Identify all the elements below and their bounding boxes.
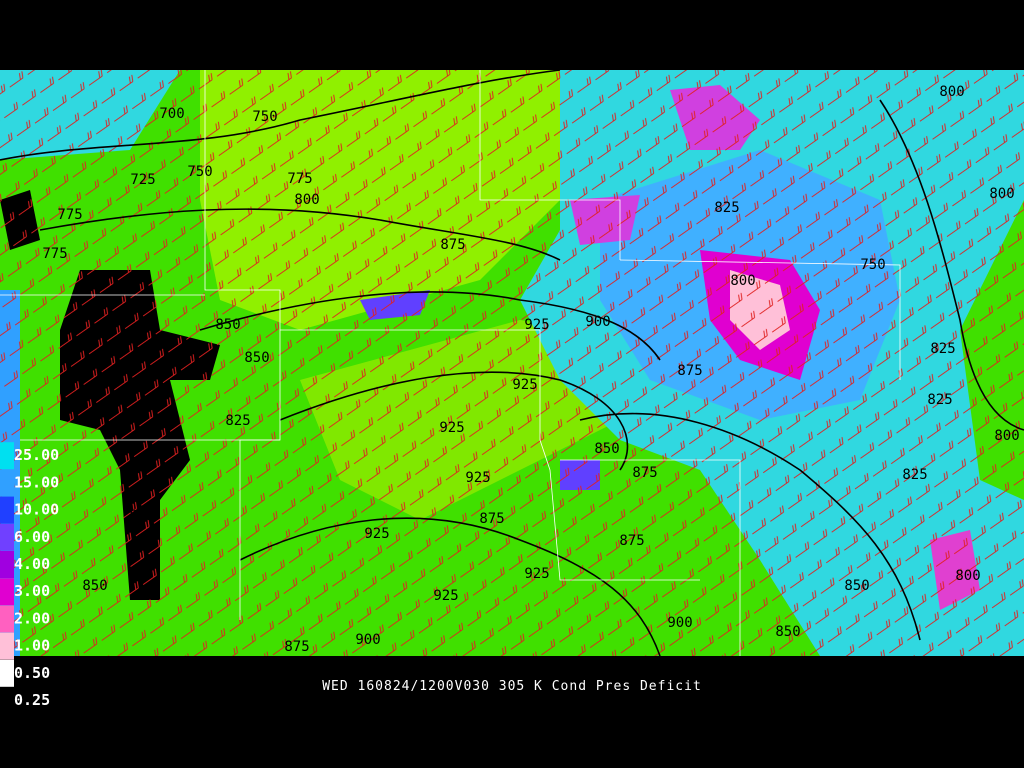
contour-label: 800 bbox=[939, 84, 964, 100]
contour-label: 925 bbox=[439, 420, 464, 436]
contour-label: 925 bbox=[512, 377, 537, 393]
legend-label: 6.00 bbox=[14, 528, 50, 546]
contour-label: 775 bbox=[42, 246, 67, 262]
contour-label: 750 bbox=[860, 257, 885, 273]
contour-label: 700 bbox=[159, 106, 184, 122]
contour-label: 800 bbox=[129, 508, 154, 524]
caption: WED 160824/1200V030 305 K Cond Pres Defi… bbox=[322, 679, 702, 694]
contour-label: 900 bbox=[667, 615, 692, 631]
contour-label: 825 bbox=[902, 467, 927, 483]
contour-label: 850 bbox=[244, 350, 269, 366]
legend-swatch bbox=[0, 632, 14, 660]
legend-swatch bbox=[0, 687, 14, 714]
legend-swatch bbox=[0, 659, 14, 687]
contour-label: 875 bbox=[479, 511, 504, 527]
legend-label: 0.50 bbox=[14, 664, 50, 682]
legend-label: 2.00 bbox=[14, 609, 50, 627]
contour-label: 800 bbox=[294, 192, 319, 208]
legend-label: 15.00 bbox=[14, 473, 59, 491]
legend-swatch bbox=[0, 578, 14, 606]
contour-label: 925 bbox=[364, 526, 389, 542]
contour-label: 850 bbox=[594, 441, 619, 457]
contour-label: 900 bbox=[585, 314, 610, 330]
legend-swatch bbox=[0, 605, 14, 633]
contour-label: 925 bbox=[465, 470, 490, 486]
map-field bbox=[0, 70, 1024, 656]
contour-label: 925 bbox=[524, 566, 549, 582]
contour-label: 800 bbox=[989, 186, 1014, 202]
legend-label: 25.00 bbox=[14, 446, 59, 464]
contour-label: 925 bbox=[433, 588, 458, 604]
contour-labels: 700 750 725 750 775 800 775 775 850 850 875 925 900 9… bbox=[42, 84, 1019, 655]
contour-label: 825 bbox=[930, 341, 955, 357]
contour-label: 800 bbox=[730, 273, 755, 289]
contour-label: 850 bbox=[82, 578, 107, 594]
contour-label: 875 bbox=[677, 363, 702, 379]
contour-label: 775 bbox=[57, 207, 82, 223]
contour-label: 875 bbox=[284, 639, 309, 655]
contour-label: 875 bbox=[632, 465, 657, 481]
legend-label: 4.00 bbox=[14, 555, 50, 573]
legend-label: 0.25 bbox=[14, 691, 50, 709]
legend-swatch bbox=[0, 469, 14, 497]
legend-swatch bbox=[0, 523, 14, 551]
contour-label: 900 bbox=[355, 632, 380, 648]
contour-label: 775 bbox=[287, 171, 312, 187]
legend-swatch bbox=[0, 496, 14, 524]
contour-label: 925 bbox=[524, 317, 549, 333]
legend-swatch bbox=[0, 442, 14, 470]
legend-label: 3.00 bbox=[14, 582, 50, 600]
contour-label: 850 bbox=[844, 578, 869, 594]
contour-label: 850 bbox=[775, 624, 800, 640]
legend-swatch bbox=[0, 551, 14, 578]
contour-label: 800 bbox=[955, 568, 980, 584]
contours bbox=[0, 69, 1024, 657]
contour-label: 875 bbox=[440, 237, 465, 253]
legend: 0.25 0.50 1.00 2.00 3.00 4.00 6.00 10.00 15.00 25… bbox=[0, 442, 59, 714]
contour-label: 750 bbox=[187, 164, 212, 180]
contour-label: 850 bbox=[215, 317, 240, 333]
state-boundaries bbox=[0, 70, 901, 656]
contour-label: 875 bbox=[619, 533, 644, 549]
contour-label: 800 bbox=[994, 428, 1019, 444]
contour-label: 750 bbox=[252, 109, 277, 125]
contour-label: 825 bbox=[927, 392, 952, 408]
contour-label: 825 bbox=[714, 200, 739, 216]
contour-label: 825 bbox=[225, 413, 250, 429]
legend-label: 10.00 bbox=[14, 501, 59, 519]
legend-label: 1.00 bbox=[14, 637, 50, 655]
contour-label: 725 bbox=[130, 172, 155, 188]
